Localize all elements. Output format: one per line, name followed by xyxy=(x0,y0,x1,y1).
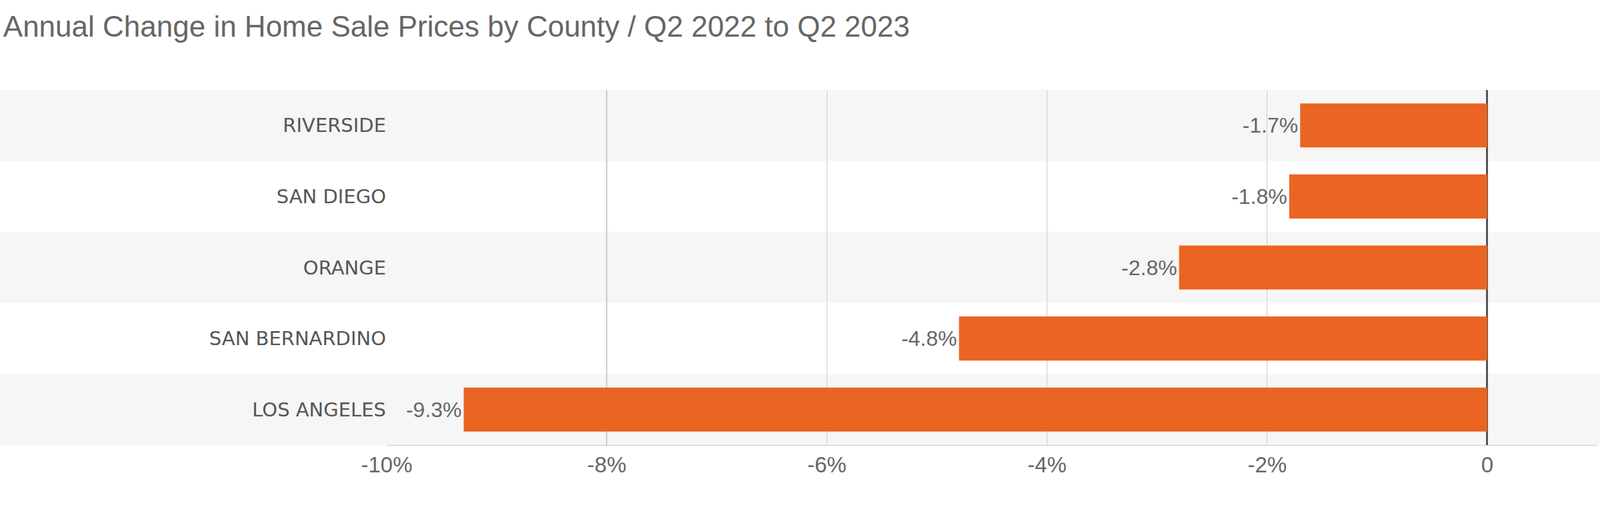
svg-text:ORANGE: ORANGE xyxy=(303,256,386,280)
svg-text:-2.8%: -2.8% xyxy=(1121,256,1178,280)
svg-text:0: 0 xyxy=(1481,452,1494,478)
svg-text:SAN DIEGO: SAN DIEGO xyxy=(276,185,386,208)
svg-text:-1.7%: -1.7% xyxy=(1242,113,1299,138)
svg-text:-4.8%: -4.8% xyxy=(901,326,958,351)
svg-text:-2%: -2% xyxy=(1247,452,1287,478)
svg-text:-4%: -4% xyxy=(1027,452,1067,478)
svg-text:Annual Change in Home Sale Pri: Annual Change in Home Sale Prices by Cou… xyxy=(3,10,910,43)
svg-text:SAN BERNARDINO: SAN BERNARDINO xyxy=(209,327,386,350)
svg-text:LOS ANGELES: LOS ANGELES xyxy=(252,398,386,422)
svg-text:-9.3%: -9.3% xyxy=(406,398,462,422)
svg-text:-6%: -6% xyxy=(807,452,847,478)
svg-text:-1.8%: -1.8% xyxy=(1231,184,1288,209)
svg-text:-8%: -8% xyxy=(587,452,627,478)
svg-text:RIVERSIDE: RIVERSIDE xyxy=(282,114,386,137)
svg-text:-10%: -10% xyxy=(360,452,412,478)
